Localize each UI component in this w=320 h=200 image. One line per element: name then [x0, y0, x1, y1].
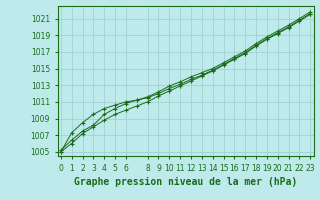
X-axis label: Graphe pression niveau de la mer (hPa): Graphe pression niveau de la mer (hPa): [74, 177, 297, 187]
